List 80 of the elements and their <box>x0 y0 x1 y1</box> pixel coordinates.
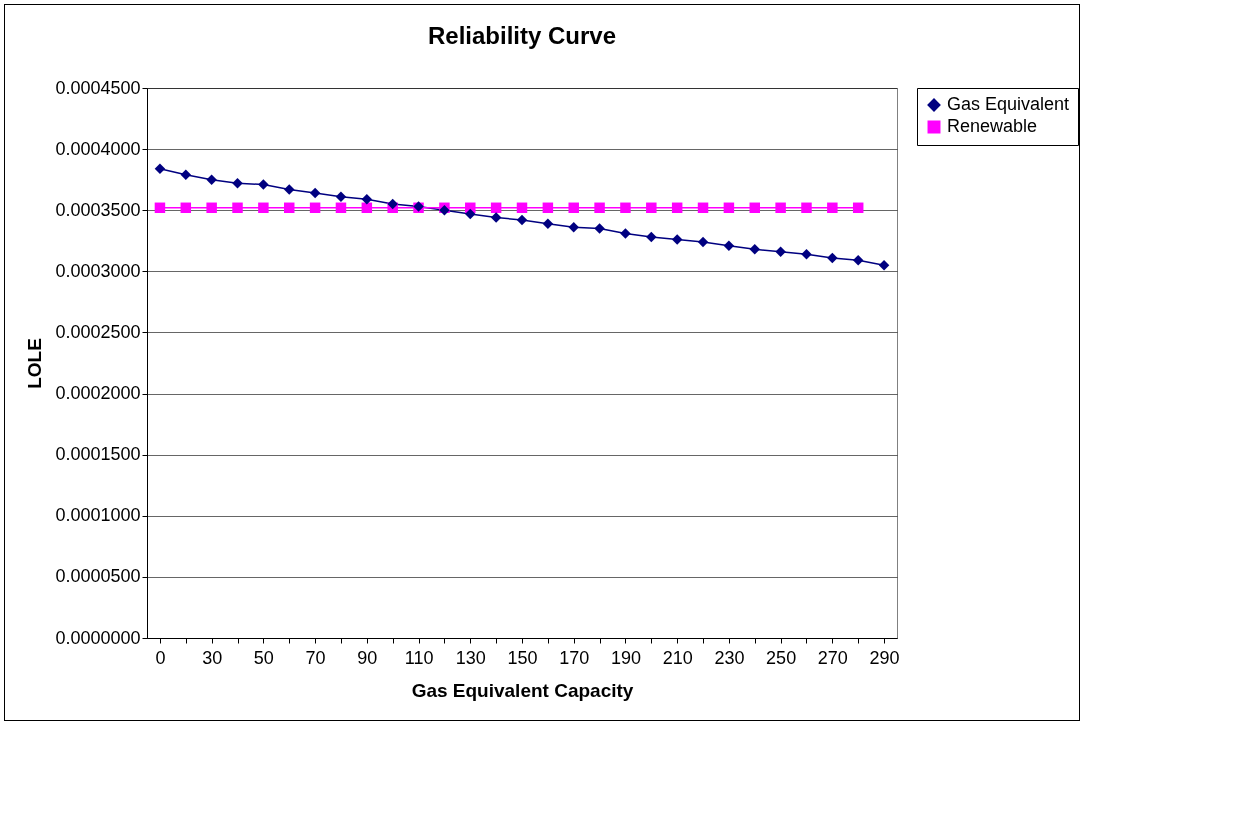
y-tick-label: 0.0001000 <box>55 505 141 526</box>
point <box>232 202 243 214</box>
point <box>827 202 838 214</box>
point <box>309 202 321 214</box>
y-tick-label: 0.0001500 <box>55 444 141 465</box>
x-tick-label: 130 <box>455 647 486 668</box>
point <box>490 202 502 214</box>
point <box>258 202 269 214</box>
x-tick-label: 50 <box>253 647 274 668</box>
point <box>154 202 166 214</box>
point <box>206 202 217 214</box>
legend-label: Gas Equivalent <box>947 94 1070 114</box>
point <box>646 231 657 243</box>
x-tick-label: 230 <box>714 647 745 668</box>
point <box>594 202 605 214</box>
point <box>516 214 528 226</box>
point <box>387 198 398 210</box>
point <box>878 259 890 271</box>
point <box>723 240 735 251</box>
point <box>801 248 812 260</box>
y-tick-label: 0.0000500 <box>55 566 141 587</box>
point <box>671 202 683 214</box>
point <box>620 202 631 214</box>
point <box>465 208 476 220</box>
point <box>154 163 166 174</box>
x-tick-label: 290 <box>869 647 900 668</box>
point <box>180 169 192 181</box>
x-tick-label: 170 <box>559 647 590 668</box>
legend-label: Renewable <box>947 116 1038 136</box>
x-tick-label: 0 <box>155 647 166 668</box>
y-tick-label: 0.0003000 <box>55 260 141 281</box>
point <box>568 202 579 214</box>
point <box>852 202 864 214</box>
point <box>775 202 786 214</box>
point <box>542 202 554 214</box>
point <box>284 202 295 214</box>
x-tick-label: 270 <box>817 647 848 668</box>
point <box>697 236 709 248</box>
x-tick-label: 70 <box>305 647 326 668</box>
point <box>852 255 864 266</box>
x-tick-label: 210 <box>662 647 693 668</box>
point <box>749 244 760 255</box>
point <box>490 212 502 223</box>
y-tick-label: 0.0000000 <box>55 627 141 648</box>
chart-title: Reliability Curve <box>427 22 617 49</box>
y-tick-label: 0.0003500 <box>55 199 141 220</box>
x-tick-label: 150 <box>507 647 538 668</box>
point <box>516 202 528 214</box>
point <box>646 202 657 214</box>
point <box>749 202 760 214</box>
point <box>180 202 192 214</box>
y-axis-title: LOLE <box>24 338 46 389</box>
x-axis-title: Gas Equivalent Capacity <box>411 679 634 701</box>
point <box>568 222 579 233</box>
point <box>206 174 217 185</box>
point <box>594 223 605 234</box>
point <box>335 191 347 203</box>
x-tick-label: 110 <box>404 647 434 668</box>
point <box>361 193 373 205</box>
point <box>284 184 295 195</box>
point <box>232 178 243 189</box>
point <box>258 179 269 190</box>
point <box>542 218 554 229</box>
point <box>671 234 683 245</box>
point <box>309 187 321 199</box>
x-tick-label: 30 <box>202 647 223 668</box>
x-tick-label: 190 <box>610 647 641 668</box>
point <box>697 202 709 214</box>
x-tick-label: 90 <box>357 647 378 668</box>
point <box>775 246 786 258</box>
point <box>620 228 631 239</box>
point <box>335 202 347 214</box>
y-tick-label: 0.0004000 <box>55 138 141 159</box>
y-tick-label: 0.0002000 <box>55 383 141 404</box>
y-tick-label: 0.0004500 <box>55 77 141 98</box>
point <box>723 202 735 214</box>
point <box>827 252 838 264</box>
x-tick-label: 250 <box>766 647 797 668</box>
point <box>801 202 812 214</box>
y-tick-label: 0.0002500 <box>55 321 141 342</box>
